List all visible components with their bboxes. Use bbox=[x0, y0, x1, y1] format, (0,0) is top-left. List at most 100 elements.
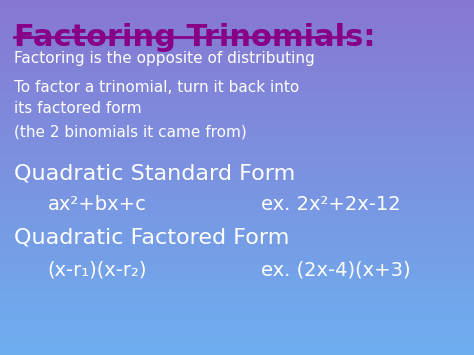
Bar bbox=[0, 224, 474, 226]
Bar bbox=[0, 21, 474, 22]
Bar bbox=[0, 320, 474, 322]
Bar bbox=[0, 2, 474, 4]
Bar bbox=[0, 332, 474, 334]
Bar bbox=[0, 125, 474, 127]
Bar bbox=[0, 226, 474, 228]
Text: Factoring is the opposite of distributing: Factoring is the opposite of distributin… bbox=[14, 51, 315, 66]
Bar bbox=[0, 12, 474, 14]
Bar bbox=[0, 328, 474, 330]
Bar bbox=[0, 270, 474, 272]
Bar bbox=[0, 23, 474, 25]
Bar bbox=[0, 10, 474, 12]
Bar bbox=[0, 41, 474, 43]
Bar bbox=[0, 99, 474, 100]
Bar bbox=[0, 124, 474, 125]
Bar bbox=[0, 205, 474, 207]
Bar bbox=[0, 34, 474, 36]
Bar bbox=[0, 195, 474, 196]
Bar bbox=[0, 71, 474, 73]
Bar bbox=[0, 16, 474, 18]
Bar bbox=[0, 348, 474, 350]
Bar bbox=[0, 107, 474, 109]
Bar bbox=[0, 269, 474, 271]
Bar bbox=[0, 254, 474, 256]
Bar bbox=[0, 193, 474, 195]
Bar bbox=[0, 157, 474, 159]
Bar bbox=[0, 38, 474, 40]
Bar bbox=[0, 203, 474, 205]
Bar bbox=[0, 7, 474, 10]
Bar bbox=[0, 222, 474, 224]
Bar bbox=[0, 30, 474, 32]
Text: To factor a trinomial, turn it back into: To factor a trinomial, turn it back into bbox=[14, 80, 300, 95]
Bar bbox=[0, 262, 474, 264]
Bar bbox=[0, 106, 474, 108]
Bar bbox=[0, 121, 474, 123]
Bar bbox=[0, 31, 474, 33]
Bar bbox=[0, 134, 474, 136]
Bar bbox=[0, 50, 474, 52]
Bar bbox=[0, 59, 474, 60]
Bar bbox=[0, 83, 474, 85]
Bar bbox=[0, 28, 474, 29]
Bar bbox=[0, 333, 474, 335]
Bar bbox=[0, 146, 474, 148]
Bar bbox=[0, 192, 474, 194]
Bar bbox=[0, 154, 474, 156]
Bar bbox=[0, 51, 474, 53]
Bar bbox=[0, 289, 474, 291]
Bar bbox=[0, 329, 474, 331]
Bar bbox=[0, 61, 474, 63]
Bar bbox=[0, 44, 474, 46]
Bar bbox=[0, 173, 474, 175]
Bar bbox=[0, 220, 474, 223]
Bar bbox=[0, 204, 474, 206]
Bar bbox=[0, 36, 474, 38]
Bar bbox=[0, 55, 474, 57]
Bar bbox=[0, 148, 474, 150]
Bar bbox=[0, 215, 474, 217]
Text: Quadratic Factored Form: Quadratic Factored Form bbox=[14, 227, 290, 247]
Bar bbox=[0, 45, 474, 47]
Bar bbox=[0, 256, 474, 258]
Bar bbox=[0, 158, 474, 160]
Bar bbox=[0, 350, 474, 351]
Bar bbox=[0, 130, 474, 131]
Bar bbox=[0, 305, 474, 306]
Bar bbox=[0, 267, 474, 269]
Bar bbox=[0, 32, 474, 34]
Bar bbox=[0, 144, 474, 146]
Bar bbox=[0, 164, 474, 166]
Bar bbox=[0, 275, 474, 277]
Bar bbox=[0, 162, 474, 163]
Bar bbox=[0, 341, 474, 343]
Bar bbox=[0, 286, 474, 288]
Bar bbox=[0, 57, 474, 59]
Bar bbox=[0, 22, 474, 24]
Bar bbox=[0, 296, 474, 298]
Bar bbox=[0, 98, 474, 99]
Bar bbox=[0, 299, 474, 301]
Bar bbox=[0, 316, 474, 318]
Bar bbox=[0, 208, 474, 209]
Bar bbox=[0, 145, 474, 147]
Bar bbox=[0, 263, 474, 265]
Bar bbox=[0, 155, 474, 157]
Bar bbox=[0, 250, 474, 252]
Bar bbox=[0, 251, 474, 253]
Bar bbox=[0, 18, 474, 20]
Bar bbox=[0, 219, 474, 221]
Bar bbox=[0, 233, 474, 234]
Bar bbox=[0, 15, 474, 17]
Bar bbox=[0, 89, 474, 91]
Bar bbox=[0, 128, 474, 130]
Bar bbox=[0, 308, 474, 310]
Bar bbox=[0, 0, 474, 1]
Bar bbox=[0, 174, 474, 176]
Bar bbox=[0, 29, 474, 31]
Bar bbox=[0, 60, 474, 61]
Bar bbox=[0, 159, 474, 161]
Bar bbox=[0, 153, 474, 155]
Bar bbox=[0, 163, 474, 164]
Bar bbox=[0, 64, 474, 66]
